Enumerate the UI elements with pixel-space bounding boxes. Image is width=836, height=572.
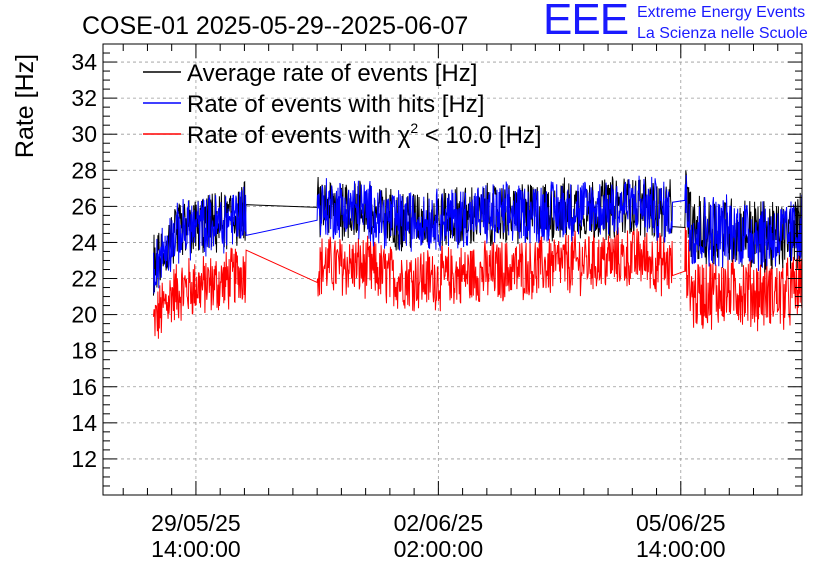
y-tick-label: 30 (71, 121, 97, 147)
eee-logo: EEE (543, 0, 629, 44)
y-tick-label: 28 (71, 157, 97, 183)
x-tick-time-label: 14:00:00 (636, 536, 726, 562)
data-series (153, 170, 803, 339)
y-tick-label: 34 (71, 49, 97, 75)
y-tick-label: 16 (71, 374, 97, 400)
legend: Average rate of events [Hz] Rate of even… (143, 60, 542, 149)
x-tick-time-label: 02:00:00 (394, 536, 484, 562)
legend-label-chi2: Rate of events with χ2 < 10.0 [Hz] (187, 120, 542, 149)
y-tick-label: 32 (71, 85, 97, 111)
y-tick-label: 20 (71, 302, 97, 328)
series-line (153, 170, 803, 296)
y-tick-label: 24 (71, 229, 97, 255)
legend-label-average: Average rate of events [Hz] (187, 60, 477, 87)
legend-label-hits: Rate of events with hits [Hz] (187, 91, 484, 118)
eee-branding: EEE Extreme Energy Events La Scienza nel… (543, 0, 833, 44)
y-tick-label: 18 (71, 338, 97, 364)
series-chi2 (153, 226, 803, 339)
branding-line-1: Extreme Energy Events (637, 4, 806, 21)
series-line (153, 226, 803, 339)
axes: 12141618202224262830323429/05/2514:00:00… (71, 43, 803, 562)
series-hits (153, 175, 803, 294)
y-tick-label: 22 (71, 266, 97, 292)
y-tick-label: 12 (71, 446, 97, 472)
series-average (153, 170, 803, 296)
y-tick-label: 26 (71, 193, 97, 219)
x-tick-date-label: 02/06/25 (394, 510, 484, 536)
x-tick-date-label: 05/06/25 (636, 510, 726, 536)
chart-title: COSE-01 2025-05-29--2025-06-07 (82, 12, 468, 40)
series-line (153, 175, 803, 294)
x-tick-date-label: 29/05/25 (151, 510, 241, 536)
x-tick-time-label: 14:00:00 (151, 536, 241, 562)
branding-line-2: La Scienza nelle Scuole (637, 25, 808, 42)
y-axis-label: Rate [Hz] (11, 54, 39, 158)
y-tick-label: 14 (71, 410, 97, 436)
